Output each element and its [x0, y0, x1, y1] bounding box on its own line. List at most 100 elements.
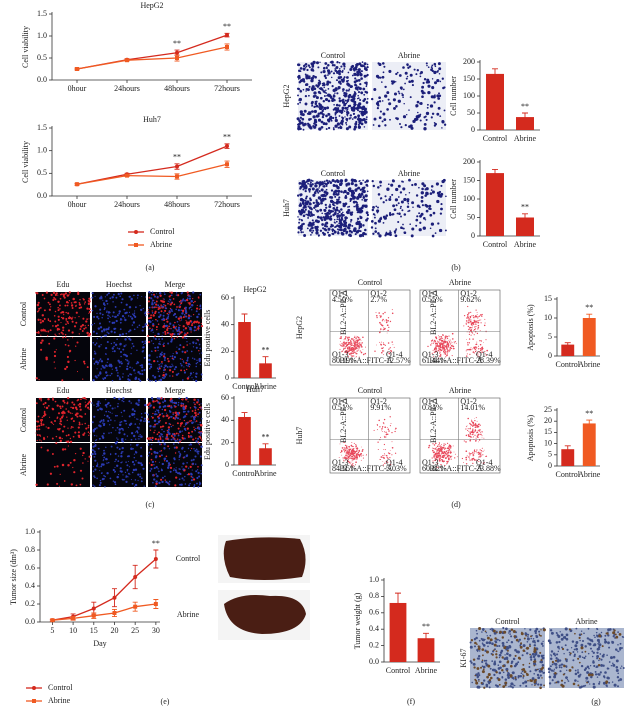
dot	[439, 344, 441, 346]
dot	[45, 356, 48, 359]
dot	[430, 116, 433, 119]
image	[296, 60, 369, 131]
dot	[327, 227, 331, 231]
dot	[342, 343, 344, 346]
dot	[350, 447, 352, 449]
dot	[388, 69, 392, 73]
dot	[97, 317, 100, 320]
dot	[382, 112, 386, 116]
dot	[338, 104, 341, 106]
dot	[67, 401, 69, 403]
dot	[350, 220, 352, 223]
dot	[348, 125, 352, 129]
dot	[152, 322, 155, 326]
dot	[308, 228, 312, 232]
dot	[340, 78, 343, 81]
dot	[127, 426, 129, 428]
dot	[355, 453, 357, 455]
dot	[339, 348, 341, 350]
dot	[61, 437, 63, 440]
dot	[159, 294, 162, 297]
dot	[61, 293, 63, 295]
dot	[439, 80, 442, 83]
dot	[97, 447, 100, 450]
dot	[320, 125, 324, 129]
dot	[187, 467, 190, 469]
dot	[343, 339, 345, 341]
dot	[197, 424, 199, 426]
dot	[119, 376, 121, 378]
dot	[134, 372, 136, 374]
dot	[179, 307, 181, 309]
dot	[59, 308, 61, 310]
dot	[155, 293, 158, 295]
dot	[333, 212, 337, 216]
dot	[193, 426, 195, 428]
dot	[378, 96, 381, 100]
dot	[334, 205, 336, 207]
dot	[80, 398, 82, 401]
dot	[111, 321, 114, 325]
dot	[166, 320, 169, 323]
dot	[88, 455, 91, 458]
image	[91, 441, 146, 488]
dot	[123, 409, 126, 412]
dot	[320, 201, 323, 205]
dot	[188, 323, 190, 326]
dot	[44, 318, 46, 321]
quadrant-name: Q1-2	[460, 289, 476, 298]
dot	[311, 104, 314, 107]
dot	[378, 419, 380, 422]
dot	[175, 467, 177, 469]
dot	[466, 425, 468, 427]
dot	[125, 367, 129, 371]
dot	[366, 198, 368, 201]
dot	[91, 449, 94, 451]
dot	[360, 344, 362, 346]
dot	[307, 205, 310, 208]
dot	[191, 462, 195, 465]
y-tick-label: 15	[544, 427, 552, 436]
dot	[314, 105, 317, 108]
dot	[467, 428, 469, 430]
dot	[134, 479, 137, 481]
dot	[169, 299, 172, 301]
dot	[198, 350, 200, 352]
dot	[307, 214, 310, 217]
column-label: Abrine	[398, 51, 421, 60]
dot	[353, 80, 357, 84]
dot	[308, 75, 311, 78]
dot	[447, 352, 449, 354]
y-tick-label: 1.5	[37, 9, 47, 18]
dot	[435, 447, 437, 449]
dot	[479, 315, 480, 317]
dot	[194, 414, 198, 417]
dot	[374, 230, 378, 233]
dot	[382, 313, 384, 315]
dot	[158, 355, 161, 358]
dot	[182, 416, 185, 419]
dot	[56, 465, 59, 468]
dot	[119, 321, 122, 324]
dot	[413, 117, 418, 122]
plot-frame	[329, 289, 411, 366]
dot	[333, 88, 338, 92]
dot	[400, 205, 402, 208]
dot	[401, 209, 404, 212]
dot	[64, 304, 67, 307]
dot	[160, 478, 163, 481]
dot	[456, 456, 458, 458]
dot	[57, 318, 60, 321]
dot	[65, 323, 67, 326]
dot	[311, 88, 314, 92]
dot	[471, 420, 473, 423]
dot	[358, 455, 360, 457]
dot	[406, 75, 409, 78]
dot	[71, 417, 74, 419]
dot	[347, 79, 349, 82]
y-axis-label: Cell viability	[21, 141, 30, 183]
dot	[122, 474, 124, 476]
dot	[449, 343, 451, 345]
dot	[133, 463, 136, 466]
dot	[167, 342, 170, 345]
